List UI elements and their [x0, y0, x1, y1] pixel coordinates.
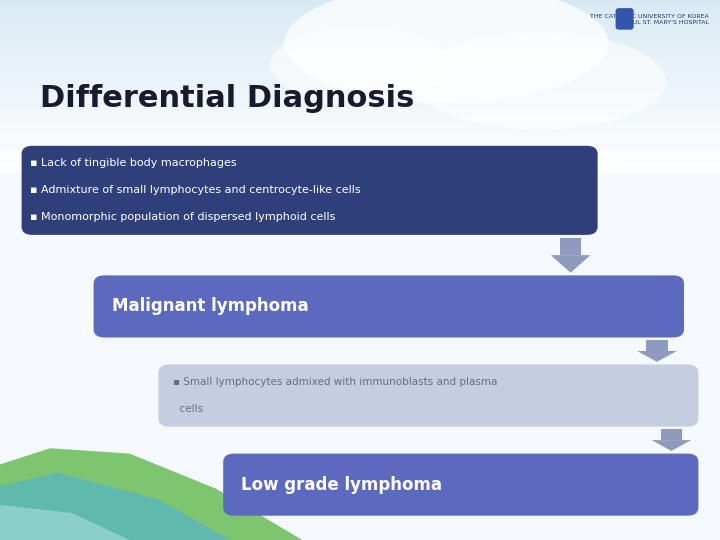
Text: ▪ Small lymphocytes admixed with immunoblasts and plasma: ▪ Small lymphocytes admixed with immunob…: [173, 377, 498, 387]
Ellipse shape: [414, 32, 666, 130]
Text: ▪ Admixture of small lymphocytes and centrocyte-like cells: ▪ Admixture of small lymphocytes and cen…: [30, 185, 361, 195]
FancyBboxPatch shape: [158, 364, 698, 427]
FancyBboxPatch shape: [0, 173, 720, 540]
FancyBboxPatch shape: [660, 429, 683, 440]
Polygon shape: [652, 440, 691, 451]
FancyBboxPatch shape: [646, 340, 668, 351]
FancyBboxPatch shape: [22, 146, 598, 235]
Text: ▪ Lack of tingible body macrophages: ▪ Lack of tingible body macrophages: [30, 158, 237, 168]
FancyBboxPatch shape: [559, 238, 582, 255]
Text: cells: cells: [173, 404, 203, 414]
Polygon shape: [0, 448, 302, 540]
Polygon shape: [637, 351, 677, 362]
Text: Malignant lymphoma: Malignant lymphoma: [112, 298, 308, 315]
Text: ▪ Monomorphic population of dispersed lymphoid cells: ▪ Monomorphic population of dispersed ly…: [30, 212, 336, 222]
FancyBboxPatch shape: [223, 454, 698, 516]
Text: Low grade lymphoma: Low grade lymphoma: [241, 476, 442, 494]
FancyBboxPatch shape: [94, 275, 684, 338]
Polygon shape: [551, 255, 590, 273]
FancyBboxPatch shape: [616, 8, 634, 30]
Polygon shape: [0, 472, 230, 540]
Ellipse shape: [270, 27, 450, 103]
Text: THE CATHOLIC UNIVERSITY OF KOREA
SEOUL ST. MARY'S HOSPITAL: THE CATHOLIC UNIVERSITY OF KOREA SEOUL S…: [590, 14, 709, 25]
Ellipse shape: [284, 0, 608, 103]
Text: Differential Diagnosis: Differential Diagnosis: [40, 84, 414, 113]
Polygon shape: [0, 505, 130, 540]
